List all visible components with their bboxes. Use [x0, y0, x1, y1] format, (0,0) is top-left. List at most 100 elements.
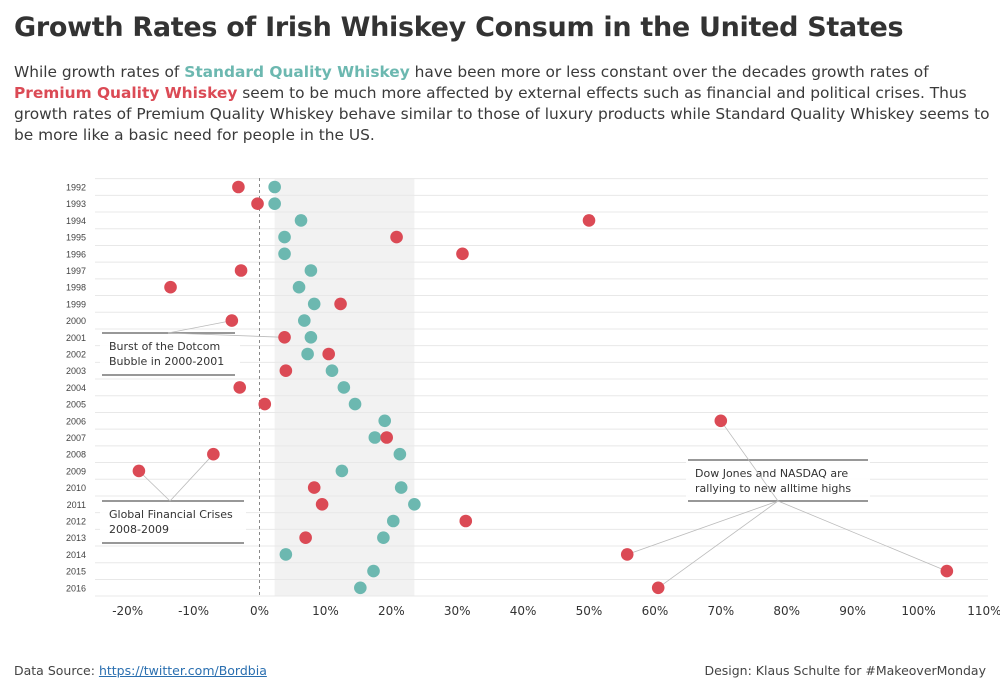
- premium-dot: [390, 230, 403, 244]
- x-tick-label: -20%: [112, 604, 143, 618]
- standard-dot: [304, 264, 318, 277]
- standard-dot: [408, 498, 421, 511]
- premium-dot: [582, 214, 596, 227]
- annotation-leader: [167, 332, 285, 338]
- annotation-leader: [138, 470, 171, 502]
- standard-dot: [378, 414, 392, 428]
- standard-dot: [278, 247, 291, 261]
- x-tick-label: 50%: [576, 604, 603, 618]
- subtitle-text-1: While growth rates of: [14, 63, 185, 81]
- standard-dot: [292, 280, 306, 294]
- premium-dot: [315, 498, 329, 511]
- x-tick-label: 100%: [901, 604, 935, 618]
- subtitle-text-2: have been more or less constant over the…: [409, 63, 929, 81]
- subtitle-text-3: seem to be much more affected by externa…: [14, 84, 990, 144]
- annotation: Global Financial Crises 2008-2009: [100, 500, 246, 544]
- year-label: 1992: [66, 183, 86, 193]
- annotation-text: Bubble in 2000-2001: [109, 355, 224, 368]
- premium-dot: [233, 381, 247, 394]
- standard-dot: [394, 481, 408, 494]
- premium-dot: [307, 481, 321, 494]
- x-tick-label: 0%: [250, 604, 269, 618]
- year-label: 2012: [66, 517, 86, 527]
- premium-dot: [164, 280, 177, 294]
- year-label: 1995: [66, 233, 86, 243]
- x-tick-label: 20%: [378, 604, 405, 618]
- premium-dot: [278, 331, 291, 344]
- premium-dot: [207, 447, 220, 461]
- annotation-box: [100, 501, 246, 543]
- annotation-text: Dow Jones and NASDAQ are: [695, 467, 848, 480]
- year-label: 2008: [66, 450, 86, 460]
- annotation-layer: Burst of the Dotcom Bubble in 2000-2001 Gl…: [100, 320, 947, 589]
- standard-dot: [367, 564, 380, 578]
- year-label: 2000: [66, 316, 86, 326]
- annotation-text: rallying to new alltime highs: [695, 482, 851, 495]
- premium-dot: [279, 364, 293, 378]
- year-label: 1996: [66, 249, 86, 259]
- standard-dot: [337, 381, 351, 394]
- standard-dot: [278, 230, 291, 244]
- year-label: 2006: [66, 416, 86, 426]
- year-label: 2007: [66, 433, 86, 443]
- year-label: 2011: [67, 500, 86, 510]
- x-tick-label: 40%: [510, 604, 537, 618]
- year-label: 1999: [66, 299, 86, 309]
- annotation-leader: [167, 320, 232, 334]
- standard-dot: [354, 581, 367, 595]
- year-label: 2016: [66, 583, 86, 593]
- data-source-label: Data Source:: [14, 663, 99, 678]
- annotation-text: Burst of the Dotcom: [109, 340, 220, 353]
- premium-dot: [225, 314, 239, 327]
- premium-dot: [234, 264, 248, 277]
- annotation-leader: [657, 500, 779, 589]
- year-label: 2010: [66, 483, 86, 493]
- x-axis-tick-labels: -20% -10% 0% 10% 20% 30% 40% 50% 60% 70% 80% 90% 100…: [112, 604, 1000, 618]
- year-label: 2009: [66, 466, 86, 476]
- premium-dot: [620, 548, 634, 561]
- standard-dot: [307, 297, 321, 311]
- x-tick-label: 110%: [967, 604, 1000, 618]
- annotation: Burst of the Dotcom Bubble in 2000-2001: [100, 332, 240, 376]
- annotation-text: Global Financial Crises: [109, 508, 233, 521]
- standard-dot: [298, 314, 311, 327]
- annotation-text: 2008-2009: [109, 523, 169, 536]
- standard-dot: [325, 364, 339, 378]
- annotation: Dow Jones and NASDAQ are rallying to new …: [686, 459, 870, 502]
- standard-dot: [335, 464, 349, 478]
- year-label: 2001: [66, 333, 86, 343]
- year-label: 1994: [66, 216, 86, 226]
- x-tick-label: -10%: [178, 604, 209, 618]
- annotation-box: [686, 460, 870, 501]
- data-source: Data Source: https://twitter.com/Bordbia: [14, 663, 267, 678]
- annotation-box: [100, 333, 240, 375]
- year-axis-labels: 1992 1993 1994 1995 1996 1997 1998 1999 2000 2001…: [66, 183, 86, 594]
- x-tick-label: 90%: [839, 604, 866, 618]
- design-credit: Design: Klaus Schulte for #MakeoverMonda…: [704, 663, 986, 678]
- x-tick-label: 60%: [642, 604, 669, 618]
- x-tick-label: 30%: [444, 604, 471, 618]
- annotation-leader: [169, 453, 214, 502]
- annotation-leader: [777, 500, 947, 572]
- standard-dot: [279, 548, 293, 561]
- premium-dot: [322, 347, 335, 361]
- year-label: 1993: [66, 199, 86, 209]
- standard-dot: [304, 331, 318, 344]
- year-label: 1997: [66, 266, 86, 276]
- data-points-layer: [132, 180, 954, 595]
- data-source-link[interactable]: https://twitter.com/Bordbia: [98, 663, 267, 678]
- year-label: 2005: [66, 400, 86, 410]
- premium-dot: [232, 180, 245, 194]
- x-tick-label: 70%: [707, 604, 734, 618]
- standard-dot: [294, 214, 308, 227]
- annotation-leader: [627, 500, 779, 555]
- premium-dot: [456, 247, 469, 261]
- premium-dot: [132, 464, 146, 478]
- year-label: 2003: [66, 366, 86, 376]
- premium-dot: [251, 197, 264, 210]
- standard-dot: [268, 197, 281, 210]
- standard-quality-label: Standard Quality Whiskey: [184, 63, 410, 81]
- premium-dot: [940, 564, 954, 578]
- premium-quality-label: Premium Quality Whiskey: [14, 84, 238, 102]
